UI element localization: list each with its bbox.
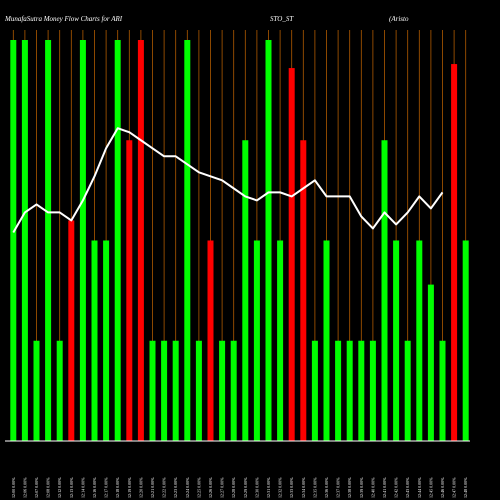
bar-up (91, 240, 98, 441)
x-tick-label: 12:30 0.00% (254, 477, 259, 498)
chart-title-left: MunafaSutra Money Flow Charts for ARI (4, 15, 123, 23)
bar-up (219, 340, 226, 441)
bar-up (277, 240, 284, 441)
x-tick-label: 12:14 0.00% (80, 477, 85, 498)
x-tick-label: 12:38 0.00% (347, 477, 352, 498)
money-flow-line-group (12, 127, 444, 233)
x-tick-label: 12:46 0.00% (440, 477, 445, 498)
bar-up (149, 340, 156, 441)
bar-down (68, 220, 75, 441)
x-tick-label: 12:41 0.00% (382, 477, 387, 498)
bar-up (242, 140, 249, 441)
bar-up (230, 340, 237, 441)
x-tick-label: 12:13 0.00% (69, 477, 74, 498)
x-tick-label: 12:23 0.00% (173, 477, 178, 498)
bar-down (451, 64, 458, 441)
bar-up (439, 340, 446, 441)
x-tick-label: 12:27 0.00% (220, 477, 225, 498)
bar-up (265, 40, 272, 441)
bar-up (323, 240, 330, 441)
x-tick-label: 12:29 0.00% (243, 477, 248, 498)
x-tick-label: 12:32 0.00% (278, 477, 283, 498)
bar-down (137, 40, 144, 441)
x-tick-label: 12:18 0.00% (115, 477, 120, 498)
x-tick-label: 12:48 0.00% (463, 477, 468, 498)
x-tick-label: 12:00 0.00% (11, 477, 16, 498)
bar-up (10, 40, 17, 441)
x-tick-label: 12:19 0.00% (127, 477, 132, 498)
x-tick-label: 12:16 0.00% (92, 477, 97, 498)
x-tick-label: 12:37 0.00% (336, 477, 341, 498)
x-tick-label: 12:07 0.00% (34, 477, 39, 498)
bar-down (207, 240, 214, 441)
bar-up (56, 340, 63, 441)
bar-up (161, 340, 168, 441)
bar-up (311, 340, 318, 441)
x-tick-label: 12:25 0.00% (196, 477, 201, 498)
x-tick-label: 12:33 0.00% (289, 477, 294, 498)
bar-up (79, 40, 86, 441)
x-tick-label: 12:24 0.00% (185, 477, 190, 498)
bar-up (416, 240, 423, 441)
bar-up (184, 40, 191, 441)
bar-down (300, 140, 307, 441)
bar-up (369, 340, 376, 441)
x-tick-label: 12:20 0.00% (138, 477, 143, 498)
bar-up (45, 40, 52, 441)
bar-up (358, 340, 365, 441)
x-tick-label: 12:47 0.00% (452, 477, 457, 498)
bar-up (33, 340, 40, 441)
x-tick-label: 12:40 0.00% (370, 477, 375, 498)
bar-up (21, 40, 28, 441)
x-tick-label: 12:06 0.00% (22, 477, 27, 498)
chart-title-middle: STO_ST (270, 15, 294, 23)
x-tick-label: 12:17 0.00% (104, 477, 109, 498)
x-tick-label: 12:45 0.00% (428, 477, 433, 498)
bars (10, 40, 469, 441)
money-flow-line (12, 127, 444, 233)
x-tick-label: 12:08 0.00% (46, 477, 51, 498)
x-tick-label: 12:39 0.00% (359, 477, 364, 498)
bar-up (462, 240, 469, 441)
x-tick-label: 12:43 0.00% (405, 477, 410, 498)
x-tick-label: 12:31 0.00% (266, 477, 271, 498)
x-tick-label: 12:44 0.00% (417, 477, 422, 498)
bar-down (126, 140, 133, 441)
x-tick-label: 12:34 0.00% (301, 477, 306, 498)
bar-up (103, 240, 110, 441)
x-tick-label: 12:42 0.00% (394, 477, 399, 498)
x-tick-label: 12:28 0.00% (231, 477, 236, 498)
x-tick-label: 12:12 0.00% (57, 477, 62, 498)
bar-up (427, 284, 434, 441)
bar-up (346, 340, 353, 441)
bar-up (253, 240, 260, 441)
bar-up (114, 40, 121, 441)
bar-up (172, 340, 179, 441)
x-tick-label: 12:35 0.00% (312, 477, 317, 498)
x-tick-label: 12:21 0.00% (150, 477, 155, 498)
x-tick-label: 12:22 0.00% (162, 477, 167, 498)
x-tick-labels: 12:00 0.00% 12:06 0.00% 12:07 0.00% 12:08 0… (11, 477, 468, 498)
bar-up (393, 240, 400, 441)
bar-up (195, 340, 202, 441)
bar-down (288, 68, 295, 441)
chart-title-right: (Aristo (389, 15, 409, 23)
x-tick-label: 12:26 0.00% (208, 477, 213, 498)
bar-up (381, 140, 388, 441)
x-tick-label: 12:36 0.00% (324, 477, 329, 498)
bar-up (335, 340, 342, 441)
bar-up (404, 340, 411, 441)
